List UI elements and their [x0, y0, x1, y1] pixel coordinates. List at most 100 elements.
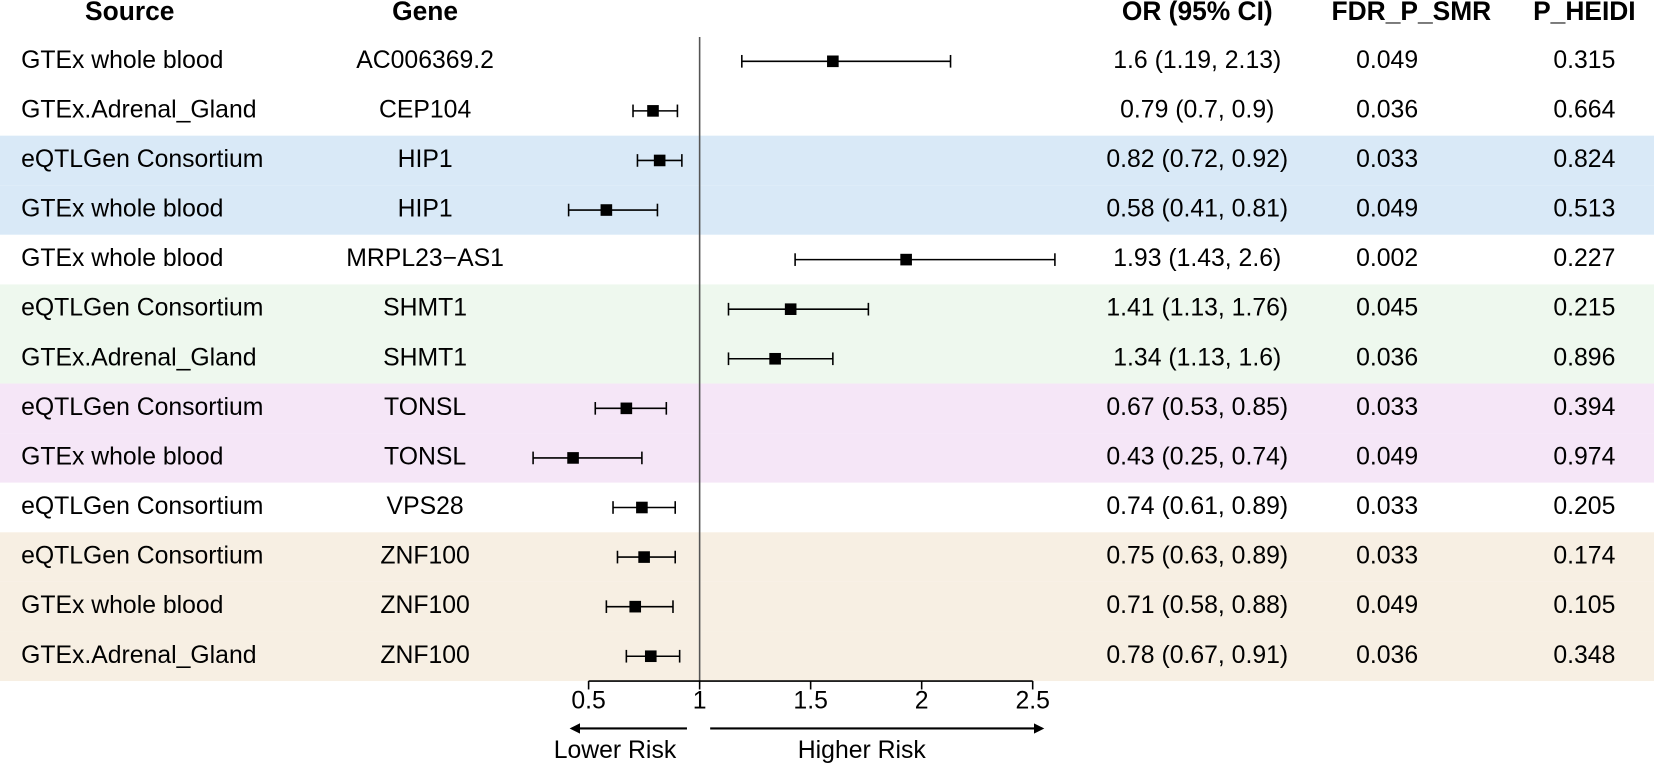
x-tick-label: 2: [915, 688, 929, 715]
source: GTEx.Adrenal_Gland: [21, 344, 256, 371]
column-header: Gene: [392, 0, 458, 26]
point: [827, 55, 839, 68]
or-ci: 0.74 (0.61, 0.89): [1106, 493, 1288, 520]
point: [784, 303, 797, 315]
or-ci: 1.6 (1.19, 2.13): [1113, 47, 1281, 74]
p-heidi: 0.227: [1553, 245, 1615, 272]
fdr-p-smr: 0.002: [1356, 245, 1418, 272]
source: GTEx whole blood: [21, 592, 223, 619]
source: eQTLGen Consortium: [21, 295, 263, 322]
gene: SHMT1: [383, 344, 467, 371]
or-ci: 0.75 (0.63, 0.89): [1106, 543, 1288, 570]
fdr-p-smr: 0.049: [1356, 592, 1418, 619]
source: eQTLGen Consortium: [21, 146, 263, 173]
x-tick-label: 1: [693, 688, 707, 715]
gene: TONSL: [384, 443, 466, 470]
x-tick-label: 2.5: [1015, 688, 1049, 715]
point: [647, 105, 659, 117]
arrow-label: Higher Risk: [798, 737, 927, 764]
fdr-p-smr: 0.036: [1356, 344, 1418, 371]
fdr-p-smr: 0.033: [1356, 394, 1418, 421]
or-ci: 0.78 (0.67, 0.91): [1106, 642, 1288, 669]
arrow-label: Lower Risk: [554, 737, 677, 764]
x-tick-label: 1.5: [793, 688, 827, 715]
or-ci: 1.41 (1.13, 1.76): [1106, 295, 1288, 322]
point: [636, 501, 648, 514]
source: eQTLGen Consortium: [21, 543, 263, 570]
gene: TONSL: [384, 394, 466, 421]
p-heidi: 0.215: [1553, 295, 1615, 322]
fdr-p-smr: 0.033: [1356, 543, 1418, 570]
column-header: Source: [85, 0, 174, 26]
point: [629, 600, 642, 613]
fdr-p-smr: 0.049: [1356, 196, 1418, 223]
p-heidi: 0.174: [1553, 543, 1615, 570]
row-band: [0, 86, 1654, 136]
or-ci: 0.58 (0.41, 0.81): [1106, 196, 1288, 223]
gene: MRPL23−AS1: [346, 245, 504, 272]
p-heidi: 0.205: [1553, 493, 1615, 520]
p-heidi: 0.664: [1553, 96, 1615, 123]
source: GTEx whole blood: [21, 196, 223, 223]
fdr-p-smr: 0.036: [1356, 642, 1418, 669]
column-header: FDR_P_SMR: [1332, 0, 1492, 26]
row-band: [0, 135, 1654, 186]
point: [620, 402, 633, 415]
column-header: P_HEIDI: [1533, 0, 1636, 26]
gene: AC006369.2: [356, 47, 494, 74]
p-heidi: 0.315: [1553, 47, 1615, 74]
fdr-p-smr: 0.049: [1356, 443, 1418, 470]
source: GTEx.Adrenal_Gland: [21, 642, 256, 669]
row-band: [0, 581, 1654, 632]
p-heidi: 0.348: [1553, 642, 1615, 669]
or-ci: 0.67 (0.53, 0.85): [1106, 394, 1288, 421]
gene: HIP1: [398, 146, 453, 173]
or-ci: 0.43 (0.25, 0.74): [1106, 443, 1288, 470]
row-band: [0, 482, 1654, 533]
gene: CEP104: [379, 96, 471, 123]
or-ci: 0.71 (0.58, 0.88): [1106, 592, 1288, 619]
row-band: [0, 185, 1654, 235]
row-band: [0, 433, 1654, 483]
x-tick-label: 0.5: [571, 688, 605, 715]
fdr-p-smr: 0.033: [1356, 493, 1418, 520]
or-ci: 1.93 (1.43, 2.6): [1113, 245, 1281, 272]
source: GTEx whole blood: [21, 245, 223, 272]
point: [644, 650, 657, 663]
point: [653, 154, 666, 167]
source: GTEx.Adrenal_Gland: [21, 96, 256, 123]
fdr-p-smr: 0.036: [1356, 96, 1418, 123]
fdr-p-smr: 0.049: [1356, 47, 1418, 74]
gene: ZNF100: [380, 543, 469, 570]
source: GTEx whole blood: [21, 443, 223, 470]
p-heidi: 0.105: [1553, 592, 1615, 619]
p-heidi: 0.824: [1553, 146, 1615, 173]
source: eQTLGen Consortium: [21, 394, 263, 421]
row-band: [0, 383, 1654, 434]
gene: SHMT1: [383, 295, 467, 322]
or-ci: 1.34 (1.13, 1.6): [1113, 344, 1281, 371]
gene: ZNF100: [380, 642, 469, 669]
p-heidi: 0.974: [1553, 443, 1615, 470]
row-band: [0, 532, 1654, 582]
point: [600, 204, 613, 216]
column-header: OR (95% CI): [1122, 0, 1273, 26]
gene: VPS28: [387, 493, 464, 520]
p-heidi: 0.513: [1553, 196, 1615, 223]
fdr-p-smr: 0.033: [1356, 146, 1418, 173]
source: GTEx whole blood: [21, 47, 223, 74]
source: eQTLGen Consortium: [21, 493, 263, 520]
or-ci: 0.79 (0.7, 0.9): [1120, 96, 1274, 123]
gene: ZNF100: [380, 592, 469, 619]
row-band: [0, 631, 1654, 682]
p-heidi: 0.394: [1553, 394, 1615, 421]
point: [900, 253, 912, 266]
point: [638, 551, 650, 563]
or-ci: 0.82 (0.72, 0.92): [1106, 146, 1288, 173]
point: [769, 352, 781, 365]
p-heidi: 0.896: [1553, 344, 1615, 371]
point: [567, 452, 579, 464]
gene: HIP1: [398, 196, 453, 223]
fdr-p-smr: 0.045: [1356, 295, 1418, 322]
